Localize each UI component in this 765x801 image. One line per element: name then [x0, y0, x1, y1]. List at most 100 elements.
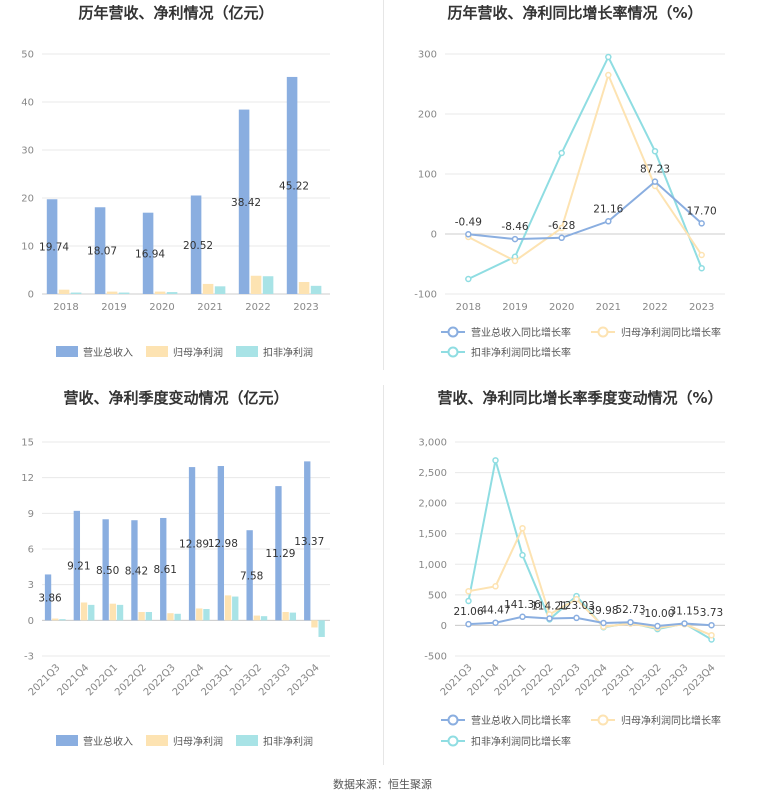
bar-2-2020 [154, 291, 166, 294]
bar-3-2021Q4 [88, 604, 95, 621]
bar-3-2022Q2 [145, 612, 153, 621]
point-2-2023 [698, 251, 705, 259]
point-3-2018 [465, 275, 472, 283]
chart-annual-growth-rate: 历年营收、净利同比增长率情况（%） -100 0 100 200 300 2018 2019 2… [385, 0, 765, 370]
bar-1-2022Q4 [188, 467, 196, 621]
data-label-2021Q3: 21.06 [453, 606, 483, 618]
legend-marker-2 [597, 326, 609, 338]
point-1-2022Q3 [573, 614, 580, 622]
x-tick-label: 2019 [101, 302, 126, 313]
bar-3-2023Q4 [318, 620, 325, 637]
series-line-3 [467, 54, 703, 280]
bar-3-2021 [214, 286, 226, 294]
bar-3-2022Q3 [174, 613, 181, 621]
x-tick-label: 2023 [689, 302, 714, 313]
x-tick-label: 2019 [502, 302, 527, 313]
point-1-2022Q2 [546, 615, 553, 622]
bar-2-2022 [250, 275, 262, 294]
data-label-2020: -6.28 [548, 220, 575, 232]
bar-2-2019 [106, 291, 118, 294]
point-3-2022 [651, 147, 659, 155]
bar-2-2023Q3 [282, 612, 289, 621]
legend-marker-1 [447, 714, 459, 726]
bar-1-2023Q4 [304, 461, 311, 621]
point-2-2020 [558, 224, 565, 232]
data-label-2019: -8.46 [501, 221, 528, 233]
data-label-2021Q4: 9.21 [67, 561, 90, 573]
y-tick-label: 9 [28, 509, 34, 520]
chart-annual-revenue-profit: 历年营收、净利情况（亿元） 0 10 20 30 40 50 2018 2019 2020 2021… [0, 0, 380, 370]
vertical-divider-top [383, 0, 384, 370]
data-label-2022Q3: 8.61 [154, 564, 177, 576]
bar-1-2021 [190, 195, 202, 294]
data-label-2023Q4: 13.37 [294, 536, 324, 548]
point-3-2021 [605, 53, 612, 61]
data-label-2020: 16.94 [135, 248, 165, 260]
y-tick-label: 3,000 [418, 438, 447, 449]
vertical-divider-bottom [383, 385, 384, 765]
legend-swatch-3 [236, 346, 258, 357]
bar-2-2023Q2 [253, 615, 261, 621]
legend-label-2: 归母净利润同比增长率 [621, 326, 721, 339]
data-label-2022: 87.23 [640, 164, 670, 176]
legend-label-3: 扣非净利润 [263, 346, 313, 359]
bar-3-2020 [166, 292, 178, 294]
bar-2-2022Q3 [167, 613, 174, 621]
data-label-2019: 18.07 [87, 246, 117, 258]
point-3-2020 [558, 149, 565, 157]
point-2-2021 [605, 71, 612, 79]
data-label-2018: 19.74 [39, 242, 69, 254]
legend-swatch-2 [146, 735, 168, 746]
data-source-note: 数据来源：恒生聚源 [333, 778, 432, 791]
y-tick-label: 0 [431, 230, 437, 241]
data-label-2021Q4: 44.47 [480, 605, 510, 617]
series-line-2 [468, 525, 712, 637]
chart-title: 营收、净利同比增长率季度变动情况（%） [437, 389, 722, 407]
data-label-2022Q2: 114.21 [531, 600, 568, 612]
bar-1-2023Q1 [217, 466, 225, 621]
legend-label-2: 归母净利润 [173, 735, 223, 748]
y-tick-label: 3 [28, 580, 34, 591]
y-tick-label: -500 [424, 652, 447, 663]
point-1-2019 [511, 235, 519, 243]
bar-1-2022Q2 [131, 520, 138, 621]
bar-2-2022Q4 [196, 608, 203, 621]
point-2-2022Q3 [573, 595, 580, 603]
point-1-2022 [651, 178, 659, 185]
data-label-2023: 17.70 [687, 205, 717, 217]
y-tick-label: 40 [21, 98, 34, 109]
bar-1-2021Q3 [44, 574, 52, 621]
y-tick-label: 0 [28, 616, 34, 627]
y-tick-label: 200 [418, 110, 437, 121]
legend-marker-3 [447, 735, 459, 747]
bar-3-2023Q3 [289, 612, 297, 621]
bar-2-2021 [202, 283, 214, 294]
x-tick-label: 2020 [549, 302, 574, 313]
bar-1-2023Q3 [275, 486, 282, 621]
bar-3-2022Q1 [116, 604, 124, 621]
y-tick-label: 50 [21, 50, 34, 61]
bar-2-2023Q4 [311, 620, 318, 628]
x-tick-label: 2022 [642, 302, 667, 313]
bar-2-2021Q4 [80, 602, 88, 621]
x-tick-label: 2018 [456, 302, 481, 313]
legend-label-1: 营业总收入 [83, 346, 133, 359]
data-label-2022Q4: 39.98 [588, 605, 618, 617]
data-label-2022Q1: 8.50 [96, 565, 119, 577]
bar-1-2018 [46, 199, 58, 294]
y-tick-label: 300 [418, 50, 437, 61]
x-tick-label: 2020 [149, 302, 174, 313]
chart-title: 营收、净利季度变动情况（亿元） [63, 389, 288, 407]
y-tick-label: 20 [21, 194, 34, 205]
point-1-2023 [698, 220, 705, 227]
point-2-2021Q3 [465, 587, 472, 595]
point-1-2021 [605, 218, 612, 225]
series-line-1 [468, 180, 703, 241]
point-1-2022Q4 [600, 619, 607, 627]
data-label-2022: 38.42 [231, 197, 261, 209]
x-tick-label: 2023 [293, 302, 318, 313]
chart-title: 历年营收、净利情况（亿元） [78, 4, 273, 22]
series-line-2 [467, 72, 703, 263]
point-1-2023Q4 [708, 621, 715, 629]
x-tick-label: 2018 [53, 302, 78, 313]
